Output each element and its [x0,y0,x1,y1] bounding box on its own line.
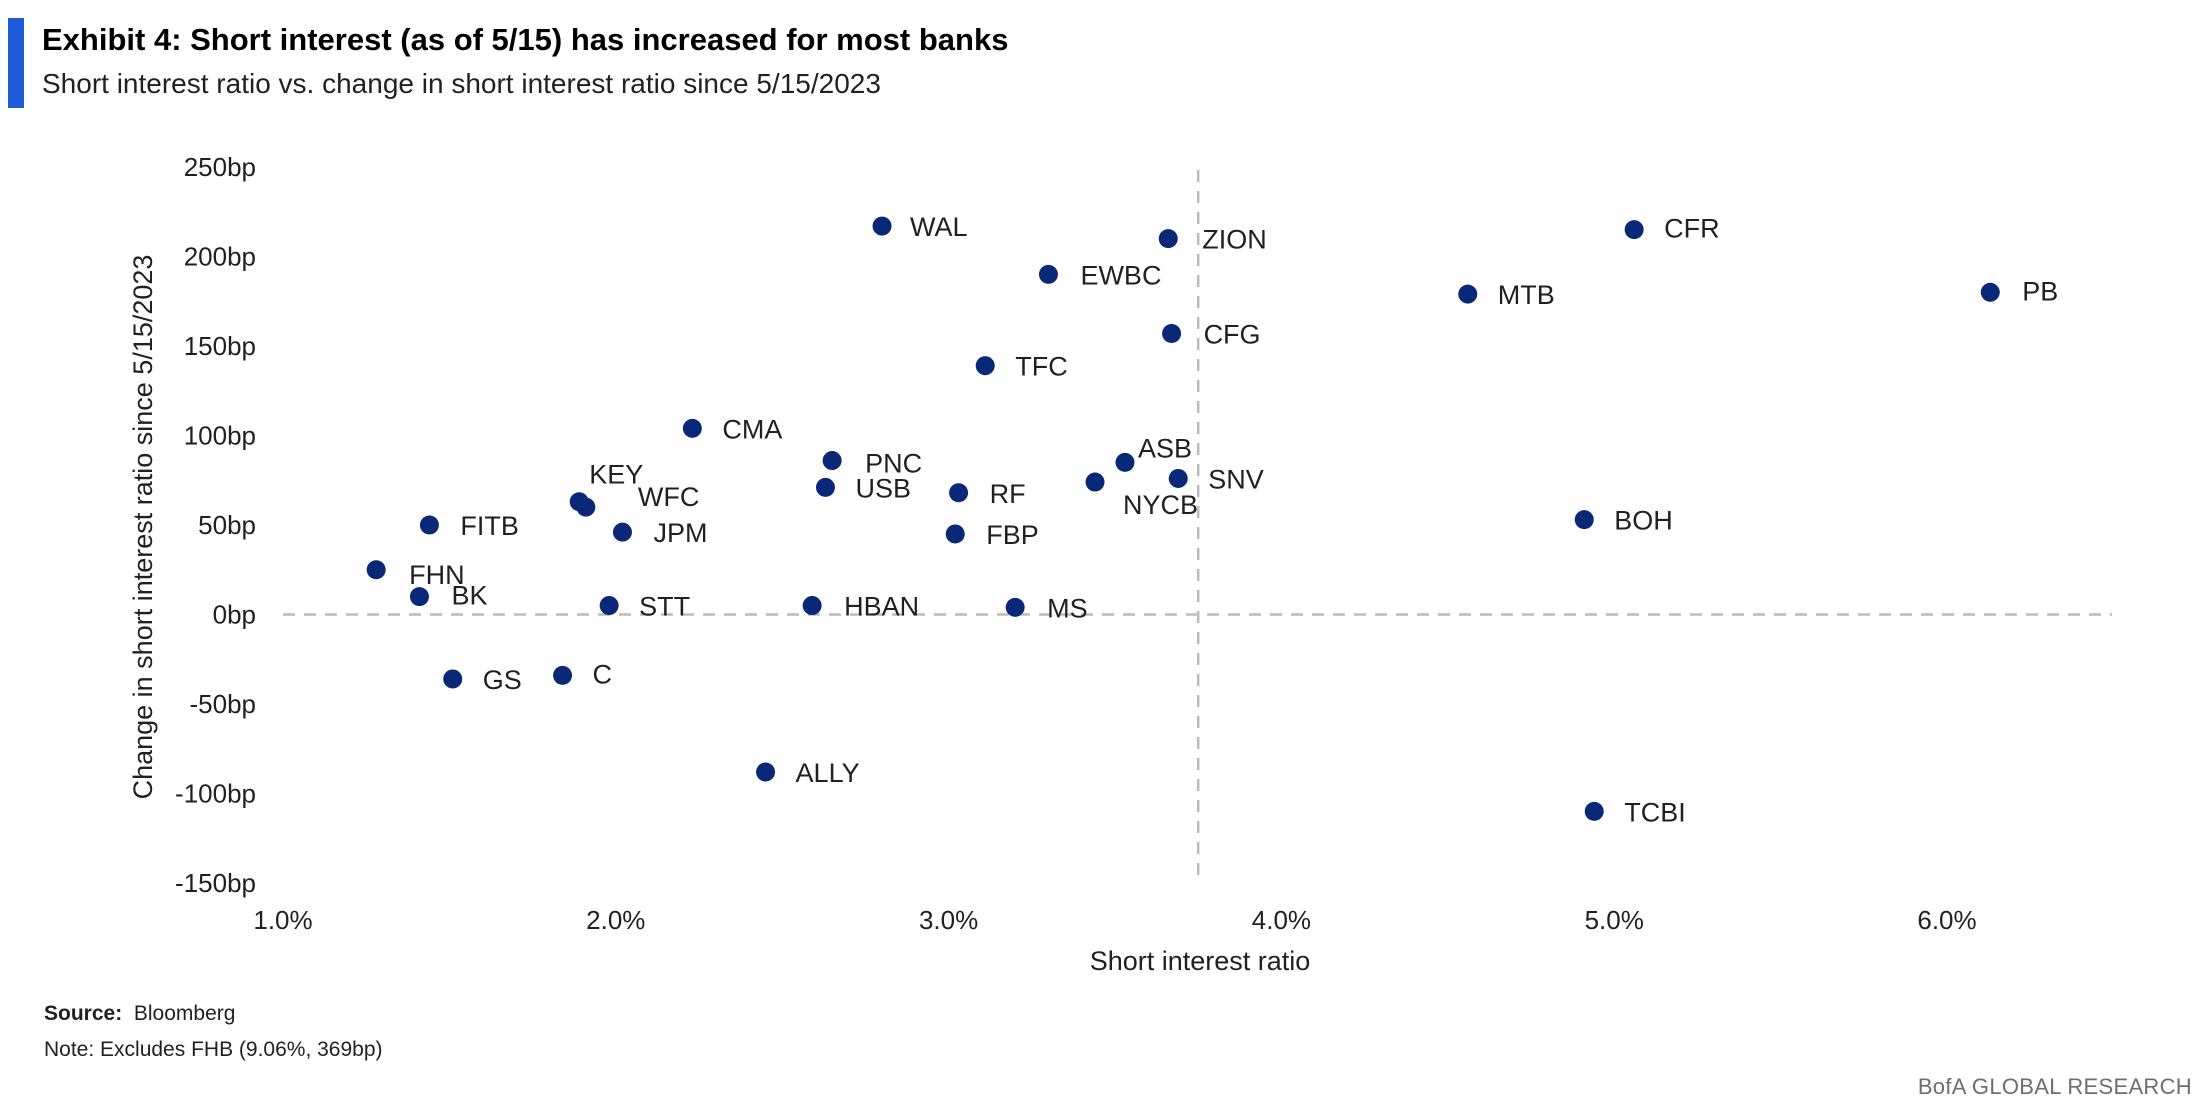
data-point-cma [682,418,702,438]
data-point-tfc [975,356,995,376]
point-label-ally: ALLY [796,758,860,788]
data-point-stt [599,596,619,616]
data-point-ewbc [1038,264,1058,284]
point-label-tcbi: TCBI [1624,797,1686,827]
point-label-mtb: MTB [1498,280,1555,310]
point-label-boh: BOH [1614,506,1673,536]
data-point-c [553,665,573,685]
point-label-wal: WAL [910,212,968,242]
data-point-asb [1115,452,1135,472]
point-label-cma: CMA [722,414,782,444]
point-label-snv: SNV [1208,464,1264,494]
data-point-cfr [1624,220,1644,240]
point-label-asb: ASB [1138,433,1192,463]
footnote: Note: Excludes FHB (9.06%, 369bp) [44,1038,383,1061]
data-point-rf [949,483,969,503]
point-label-pb: PB [2022,276,2058,306]
data-point-pb [1980,282,2000,302]
data-point-boh [1574,510,1594,530]
point-label-rf: RF [990,479,1026,509]
point-label-bk: BK [451,581,487,611]
point-label-usb: USB [855,473,911,503]
title-accent-bar [8,18,24,108]
point-label-key: KEY [589,460,643,490]
y-tick-label: 150bp [184,331,256,361]
data-point-fhn [366,560,386,580]
source-line: Source: Bloomberg [44,1002,235,1026]
data-point-hban [802,596,822,616]
data-point-wal [872,216,892,236]
x-axis-title: Short interest ratio [1090,946,1311,976]
data-point-ms [1005,597,1025,617]
chart-subtitle: Short interest ratio vs. change in short… [42,68,881,99]
x-tick-label: 1.0% [253,905,312,935]
x-tick-label: 4.0% [1252,905,1311,935]
data-point-nycb [1085,472,1105,492]
data-point-cfg [1162,323,1182,343]
y-tick-label: 200bp [184,242,256,272]
data-point-bk [409,587,429,607]
data-point-jpm [612,522,632,542]
point-label-hban: HBAN [844,592,919,622]
chart-title: Exhibit 4: Short interest (as of 5/15) h… [42,22,1009,57]
y-tick-label: 0bp [213,600,256,630]
point-label-tfc: TFC [1015,352,1067,382]
y-tick-label: 50bp [198,510,256,540]
scatter-chart: 250bp 200bp 150bp 100bp 50bp 0bp -50bp -100bp -1… [128,152,2112,976]
y-tick-label: 250bp [184,152,256,182]
point-label-ms: MS [1047,593,1088,623]
data-point-fitb [419,515,439,535]
point-label-fitb: FITB [460,511,519,541]
brand-footer: BofA GLOBAL RESEARCH [1917,1074,2192,1099]
data-point-zion [1158,229,1178,249]
x-tick-label: 2.0% [586,905,645,935]
x-tick-label: 5.0% [1585,905,1644,935]
data-point-fbp [945,524,965,544]
point-label-gs: GS [483,665,522,695]
point-label-c: C [593,659,613,689]
x-tick-label: 6.0% [1917,905,1976,935]
source-label: Source: [44,1002,123,1025]
data-point-gs [443,669,463,689]
point-label-cfr: CFR [1664,214,1720,244]
point-label-nycb: NYCB [1123,490,1198,520]
data-point-snv [1168,468,1188,488]
point-label-pnc: PNC [865,449,922,479]
data-point-mtb [1458,284,1478,304]
y-tick-label: -150bp [175,868,256,898]
data-point-wfc [576,497,596,517]
data-point-tcbi [1584,801,1604,821]
source-value: Bloomberg [133,1002,236,1025]
data-point-usb [815,477,835,497]
point-label-stt: STT [639,592,690,622]
point-label-fhn: FHN [409,560,465,590]
point-label-cfg: CFG [1204,319,1261,349]
y-tick-label: -100bp [175,779,256,809]
data-point-ally [756,762,776,782]
point-label-wfc: WFC [638,482,699,512]
point-label-ewbc: EWBC [1080,260,1161,290]
y-tick-label: 100bp [184,421,256,451]
y-tick-label: -50bp [190,689,257,719]
point-label-fbp: FBP [986,520,1039,550]
y-axis-title: Change in short interest ratio since 5/1… [128,255,158,800]
point-label-jpm: JPM [653,518,707,548]
point-label-zion: ZION [1202,225,1267,255]
data-point-pnc [822,451,842,471]
x-tick-label: 3.0% [919,905,978,935]
